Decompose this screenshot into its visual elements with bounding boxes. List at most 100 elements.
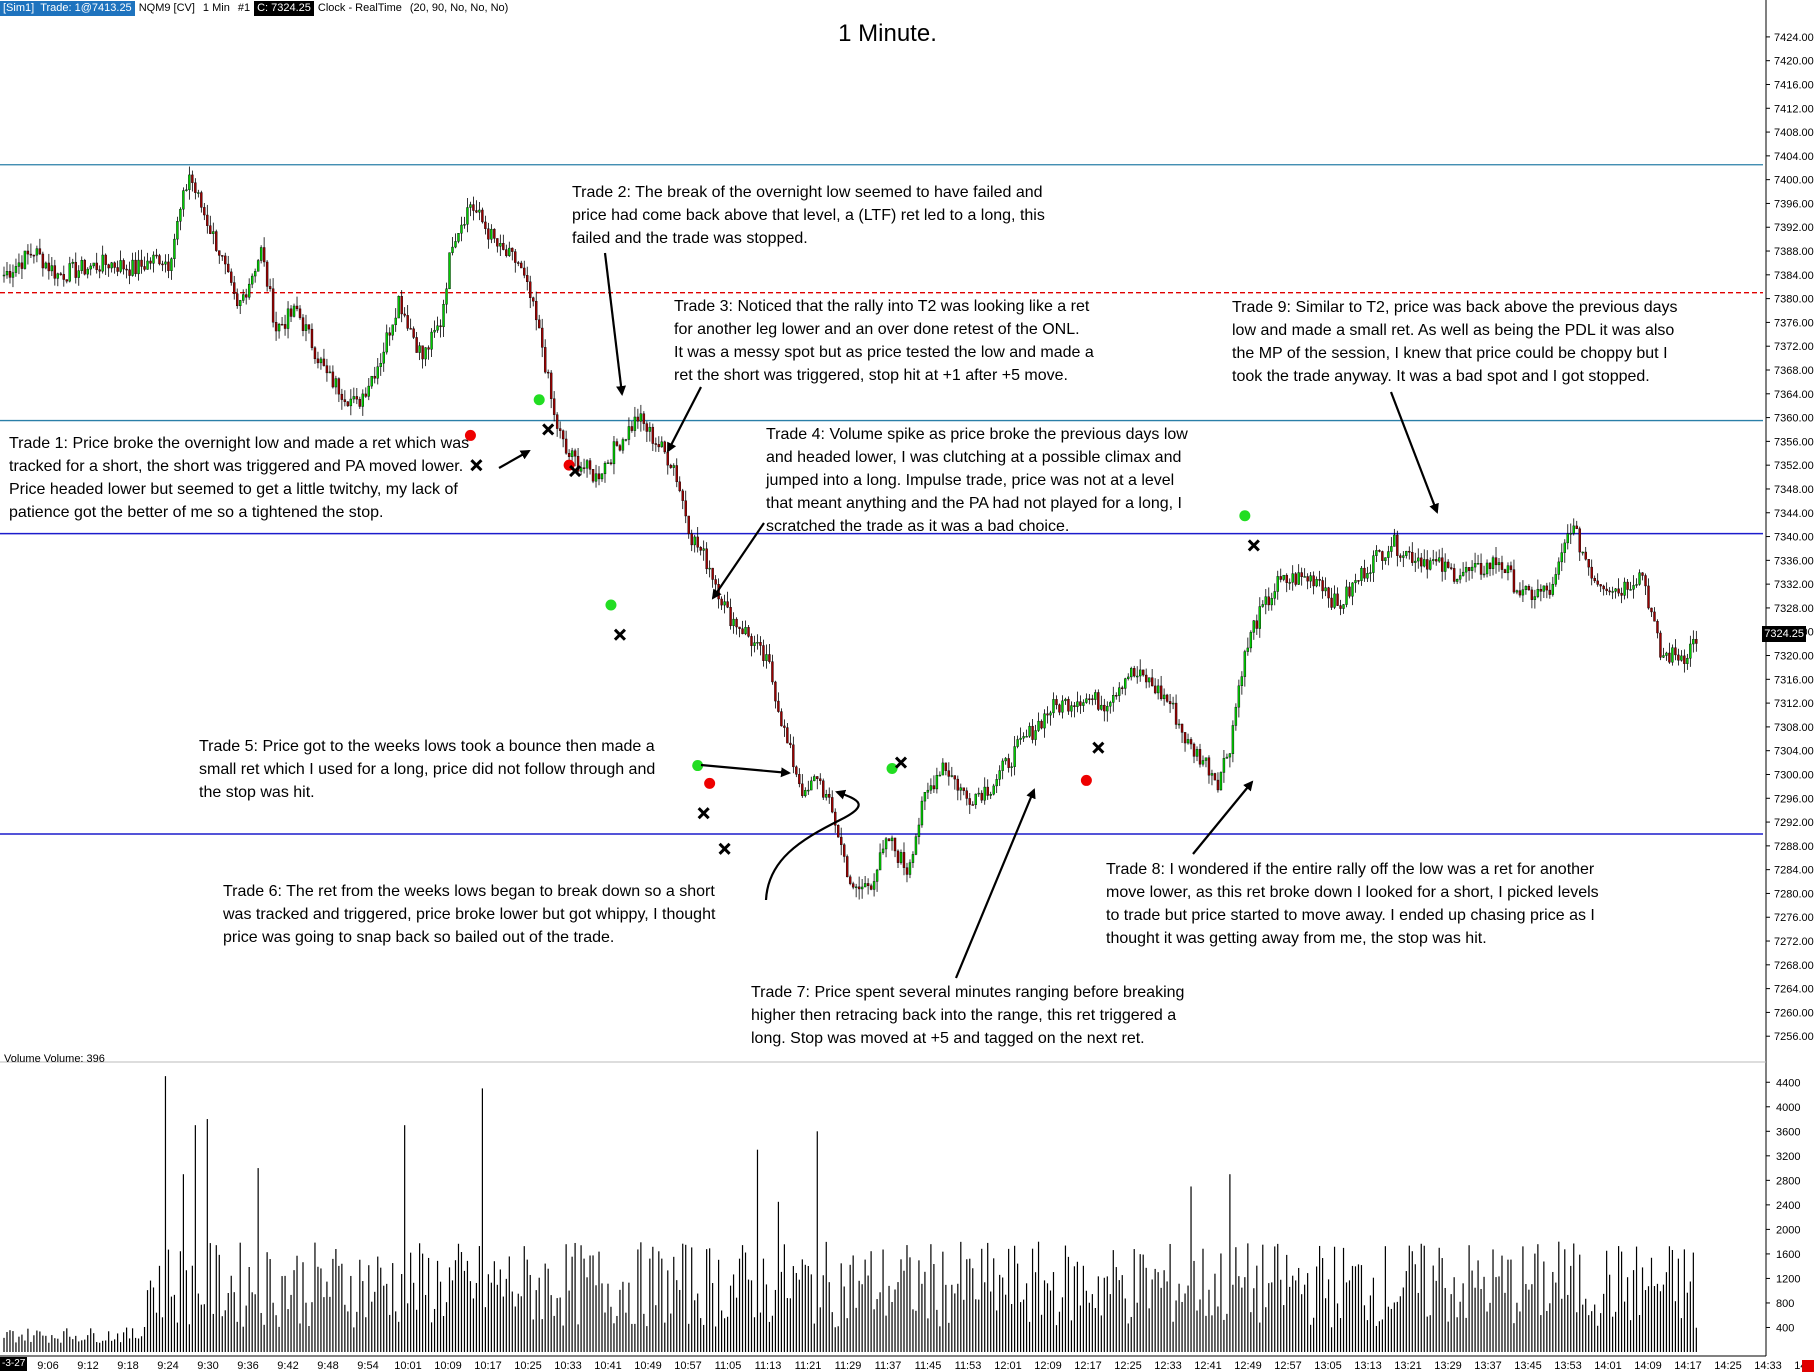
bull-candle [1384,557,1387,561]
volume-bar [1429,1315,1431,1352]
volume-bar [1301,1294,1303,1352]
bull-candle [17,262,21,267]
bull-candle [197,192,200,194]
bear-candle [645,423,649,432]
volume-bar [1600,1313,1602,1352]
volume-bar [296,1255,298,1352]
bull-candle [1112,695,1115,703]
volume-bar [1151,1279,1153,1352]
volume-bar [1647,1286,1650,1352]
volume-bar [63,1331,65,1352]
volume-bar [1689,1281,1691,1352]
bull-candle [878,852,882,871]
bear-candle [1150,677,1154,687]
bull-candle [391,324,394,336]
time-tick-label: 11:21 [795,1360,822,1372]
trade-exit-cross [718,842,731,855]
bear-candle [1548,589,1552,595]
bear-candle [1088,698,1091,700]
bear-candle [1593,577,1596,582]
alert-indicator[interactable] [1802,1360,1814,1372]
trade-note-9: Trade 9: Similar to T2, price was back a… [1232,299,1678,385]
bear-candle [1007,758,1010,768]
volume-bar [825,1241,827,1352]
volume-bar [105,1340,107,1352]
volume-bar [595,1285,597,1352]
volume-bar [1384,1246,1386,1352]
bull-candle [92,262,95,267]
bull-candle [119,260,122,272]
volume-bar [1256,1265,1258,1352]
bear-candle [1348,586,1351,597]
instrument-label[interactable]: NQM9 [CV] [138,1,195,14]
time-tick-label: 9:30 [197,1360,218,1372]
volume-bar [1339,1318,1342,1352]
volume-bar [601,1283,603,1352]
volume-bar [3,1337,5,1352]
volume-bar [442,1316,445,1352]
bear-candle [567,453,571,457]
bull-candle [911,854,915,863]
bull-candle [1572,525,1575,534]
bear-candle [1626,581,1629,590]
account-label[interactable]: [Sim1] [0,0,38,16]
volume-bar [795,1272,797,1352]
bull-candle [693,536,696,546]
trade-exit-cross [1247,539,1260,552]
trade-note-3: Trade 3: Noticed that the rally into T2 … [674,298,1094,384]
bull-candle [1470,566,1474,571]
volume-bar [1653,1286,1656,1352]
volume-bar [649,1258,651,1352]
volume-bar [1537,1244,1539,1352]
interval-label[interactable]: 1 Min [202,1,230,14]
bear-candle [1300,572,1303,578]
bear-candle [1479,563,1483,575]
bear-candle [1321,580,1324,592]
bull-candle [1246,647,1250,652]
trade-label[interactable]: Trade: 1@7413.25 [37,0,135,16]
bear-candle [1530,589,1534,600]
bull-candle [239,300,242,307]
chart-title: 1 Minute. [838,20,937,47]
time-tick-label: 9:24 [157,1360,178,1372]
bull-candle [382,351,385,364]
bull-candle [854,886,858,889]
trade-markers [464,394,1260,855]
bear-candle [1467,567,1471,571]
volume-bar [1088,1302,1090,1352]
bear-candle [555,414,559,429]
bull-candle [1614,588,1617,592]
bear-candle [532,297,535,302]
time-tick-label: 9:42 [277,1360,298,1372]
volume-bar [1211,1315,1213,1352]
volume-bar [1396,1301,1398,1352]
bull-candle [1013,746,1016,767]
volume-bar [846,1318,848,1352]
volume-bar [1229,1174,1231,1352]
volume-bar [610,1306,612,1352]
volume-bar [448,1267,451,1352]
volume-bar [1238,1276,1240,1352]
volume-bar [69,1336,71,1352]
volume-bar [1588,1315,1590,1352]
bull-candle [319,358,323,364]
volume-bar [1115,1267,1117,1352]
bear-candle [1168,701,1172,705]
volume-bar [78,1341,80,1352]
volume-bar [1319,1245,1321,1352]
time-tick-label: 13:53 [1554,1360,1582,1372]
volume-bar [114,1339,116,1352]
volume-bar [125,1327,128,1352]
bull-candle [451,246,454,253]
bull-candle [890,837,894,842]
bull-candle [436,325,439,331]
time-tick-label: 12:57 [1274,1360,1302,1372]
bull-candle [1351,582,1354,597]
volume-bar [888,1285,890,1352]
bear-candle [403,313,406,316]
bull-candle [352,396,356,400]
bear-candle [122,260,125,270]
volume-bar [622,1281,624,1352]
bear-candle [355,396,359,400]
